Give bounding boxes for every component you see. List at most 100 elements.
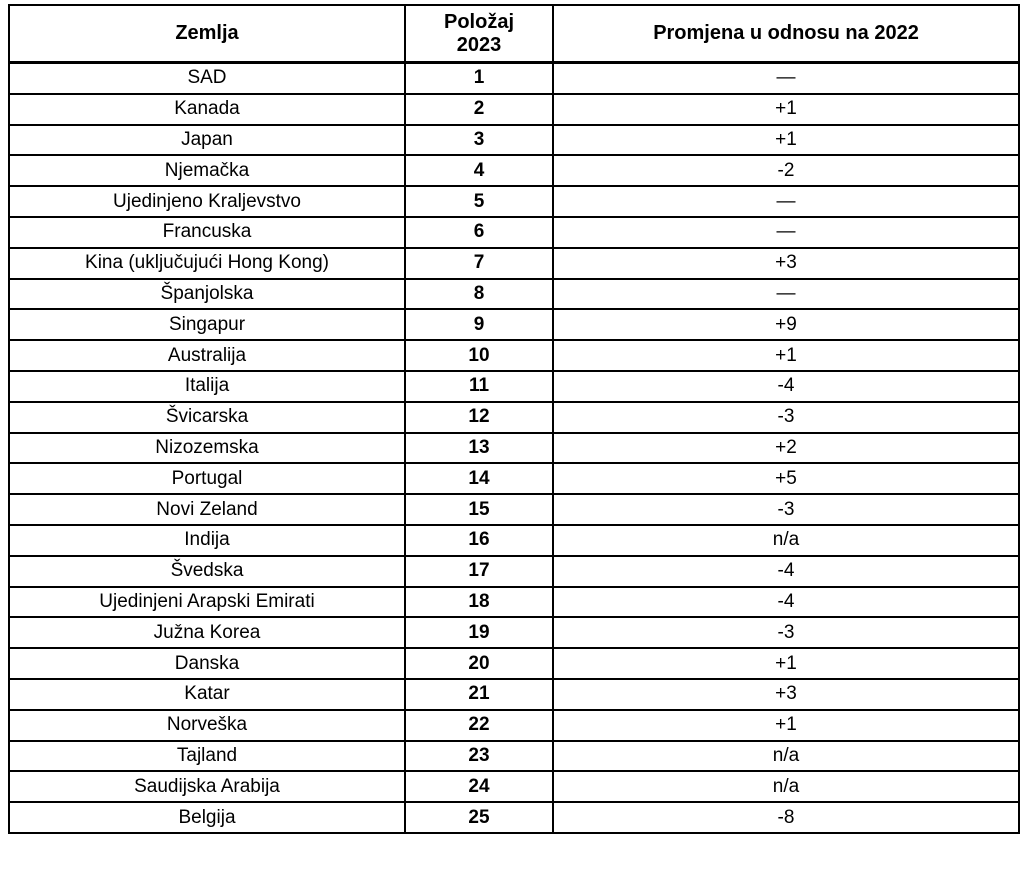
country-cell: Ujedinjeni Arapski Emirati xyxy=(8,585,406,619)
country-cell: Kina (uključujući Hong Kong) xyxy=(8,246,406,280)
table-row: Australija 10 +1 xyxy=(8,339,1020,372)
country-cell: Portugal xyxy=(8,462,406,496)
table-row: Ujedinjeno Kraljevstvo 5— xyxy=(8,185,1020,218)
table-row: Singapur 9 +9 xyxy=(8,308,1020,342)
table-row: Tajland 23 n/a xyxy=(8,739,1020,773)
change-cell: -4 xyxy=(552,585,1020,619)
country-cell: Kanada xyxy=(8,92,406,126)
table-row: Kina (uključujući Hong Kong) 7 +3 xyxy=(8,246,1020,280)
country-cell: Katar xyxy=(8,677,406,711)
position-cell: 19 xyxy=(404,616,554,650)
header-change: Promjena u odnosu na 2022 xyxy=(552,4,1020,64)
position-cell: 6 xyxy=(404,215,554,249)
position-cell: 15 xyxy=(404,493,554,526)
position-cell: 11 xyxy=(404,369,554,403)
change-cell: -4 xyxy=(552,554,1020,588)
change-cell: -3 xyxy=(552,493,1020,526)
change-cell: — xyxy=(552,215,1020,249)
position-cell: 9 xyxy=(404,308,554,342)
table-row: Katar 21 +3 xyxy=(8,677,1020,711)
header-position: Položaj 2023 xyxy=(404,4,554,64)
header-position-label: Položaj 2023 xyxy=(443,10,514,56)
change-cell: +5 xyxy=(552,462,1020,496)
change-cell: +9 xyxy=(552,308,1020,342)
table-row: Nizozemska 13 +2 xyxy=(8,431,1020,465)
position-cell: 3 xyxy=(404,123,554,157)
change-cell: +1 xyxy=(552,92,1020,126)
header-country: Zemlja xyxy=(8,4,406,64)
country-cell: Francuska xyxy=(8,215,406,249)
position-cell: 8 xyxy=(404,277,554,311)
table-row: Švedska 17 -4 xyxy=(8,554,1020,588)
country-cell: Australija xyxy=(8,339,406,372)
table-row: Norveška 22 +1 xyxy=(8,708,1020,742)
table-row: Portugal 14 +5 xyxy=(8,462,1020,496)
change-cell: +1 xyxy=(552,339,1020,372)
position-cell: 21 xyxy=(404,677,554,711)
position-cell: 18 xyxy=(404,585,554,619)
position-cell: 16 xyxy=(404,523,554,557)
change-cell: -2 xyxy=(552,154,1020,188)
position-cell: 23 xyxy=(404,739,554,773)
country-cell: Tajland xyxy=(8,739,406,773)
change-cell: — xyxy=(552,185,1020,218)
position-cell: 7 xyxy=(404,246,554,280)
table-row: Italija 11 -4 xyxy=(8,369,1020,403)
table-row: Danska 20 +1 xyxy=(8,647,1020,680)
country-cell: Ujedinjeno Kraljevstvo xyxy=(8,185,406,218)
change-cell: +3 xyxy=(552,246,1020,280)
country-cell: Belgija xyxy=(8,801,406,834)
change-cell: — xyxy=(552,61,1020,95)
country-cell: Švedska xyxy=(8,554,406,588)
header-row: Zemlja Položaj 2023 Promjena u odnosu na… xyxy=(8,4,1020,64)
position-cell: 1 xyxy=(404,61,554,95)
position-cell: 2 xyxy=(404,92,554,126)
change-cell: +1 xyxy=(552,123,1020,157)
change-cell: n/a xyxy=(552,739,1020,773)
change-cell: +1 xyxy=(552,647,1020,680)
position-cell: 24 xyxy=(404,770,554,804)
country-cell: Norveška xyxy=(8,708,406,742)
position-cell: 17 xyxy=(404,554,554,588)
table-row: Indija 16 n/a xyxy=(8,523,1020,557)
country-cell: Njemačka xyxy=(8,154,406,188)
country-cell: Indija xyxy=(8,523,406,557)
table-header: Zemlja Položaj 2023 Promjena u odnosu na… xyxy=(8,4,1020,64)
table-row: SAD 1— xyxy=(8,61,1020,95)
table-row: Kanada 2 +1 xyxy=(8,92,1020,126)
table-row: Novi Zeland 15 -3 xyxy=(8,493,1020,526)
table-row: Njemačka 4 -2 xyxy=(8,154,1020,188)
country-cell: Japan xyxy=(8,123,406,157)
change-cell: +2 xyxy=(552,431,1020,465)
position-cell: 10 xyxy=(404,339,554,372)
change-cell: — xyxy=(552,277,1020,311)
position-cell: 5 xyxy=(404,185,554,218)
country-cell: Italija xyxy=(8,369,406,403)
country-cell: Saudijska Arabija xyxy=(8,770,406,804)
country-cell: Danska xyxy=(8,647,406,680)
table-row: Saudijska Arabija 24 n/a xyxy=(8,770,1020,804)
country-cell: SAD xyxy=(8,61,406,95)
position-cell: 25 xyxy=(404,801,554,834)
change-cell: -4 xyxy=(552,369,1020,403)
table-row: Španjolska 8— xyxy=(8,277,1020,311)
table-row: Južna Korea 19 -3 xyxy=(8,616,1020,650)
change-cell: +1 xyxy=(552,708,1020,742)
table-body: SAD 1— Kanada 2 +1 Japan 3 +1 Njemačka 4 -2 Ujedinj… xyxy=(8,61,1020,834)
country-ranking-table: Zemlja Položaj 2023 Promjena u odnosu na… xyxy=(8,4,1020,834)
position-cell: 20 xyxy=(404,647,554,680)
change-cell: -3 xyxy=(552,400,1020,434)
change-cell: -8 xyxy=(552,801,1020,834)
country-cell: Južna Korea xyxy=(8,616,406,650)
table-row: Belgija 25 -8 xyxy=(8,801,1020,834)
position-cell: 12 xyxy=(404,400,554,434)
change-cell: n/a xyxy=(552,770,1020,804)
country-cell: Singapur xyxy=(8,308,406,342)
position-cell: 13 xyxy=(404,431,554,465)
country-cell: Nizozemska xyxy=(8,431,406,465)
country-cell: Švicarska xyxy=(8,400,406,434)
position-cell: 14 xyxy=(404,462,554,496)
change-cell: +3 xyxy=(552,677,1020,711)
table-row: Švicarska 12 -3 xyxy=(8,400,1020,434)
position-cell: 4 xyxy=(404,154,554,188)
